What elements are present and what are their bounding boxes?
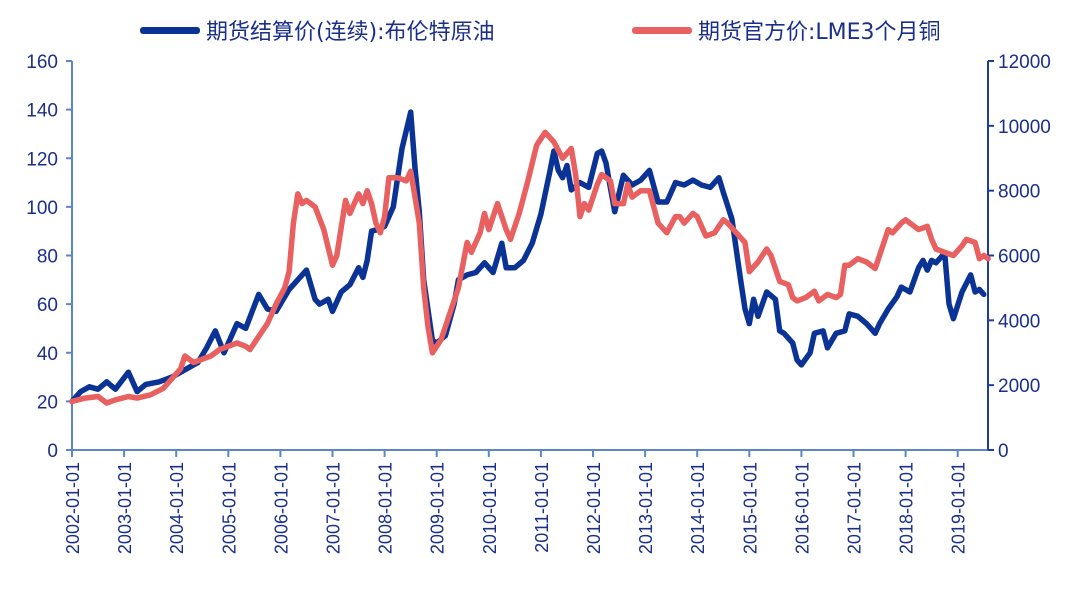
legend-swatch-brent bbox=[140, 26, 200, 34]
left-tick-label: 0 bbox=[47, 441, 58, 462]
x-tick-label: 2013-01-01 bbox=[636, 462, 656, 554]
x-tick-label: 2004-01-01 bbox=[167, 462, 187, 554]
right-tick-label: 10000 bbox=[998, 117, 1051, 138]
axes: 0 20 40 60 80 100 120 140 160 0 2000 4000 6000 8000 10… bbox=[26, 52, 1051, 554]
x-tick-label: 2007-01-01 bbox=[324, 462, 344, 554]
left-tick-label: 160 bbox=[26, 52, 58, 73]
x-tick-label: 2006-01-01 bbox=[271, 462, 291, 554]
right-tick-label: 12000 bbox=[998, 52, 1051, 73]
x-tick-label: 2014-01-01 bbox=[688, 462, 708, 554]
x-tick-label: 2010-01-01 bbox=[480, 462, 500, 554]
legend-label-brent: 期货结算价(连续):布伦特原油 bbox=[206, 20, 495, 45]
x-tick-label: 2015-01-01 bbox=[740, 462, 760, 554]
series-line-brent bbox=[69, 109, 987, 405]
x-tick-label: 2003-01-01 bbox=[115, 462, 135, 554]
right-tick-label: 8000 bbox=[998, 182, 1040, 203]
x-tick-label: 2005-01-01 bbox=[219, 462, 239, 554]
left-tick-label: 60 bbox=[37, 295, 58, 316]
left-tick-label: 120 bbox=[26, 149, 58, 170]
x-tick-label: 2017-01-01 bbox=[845, 462, 865, 554]
left-tick-label: 100 bbox=[26, 198, 58, 219]
legend-label-copper: 期货官方价:LME3个月铜 bbox=[698, 20, 941, 45]
right-tick-label: 2000 bbox=[998, 376, 1040, 397]
left-tick-label: 40 bbox=[37, 344, 58, 365]
x-tick-label: 2002-01-01 bbox=[63, 462, 83, 554]
series-lines bbox=[69, 109, 991, 406]
x-tick-label: 2018-01-01 bbox=[897, 462, 917, 554]
x-tick-label: 2012-01-01 bbox=[584, 462, 604, 554]
legend-swatch-copper bbox=[632, 26, 692, 34]
legend-item-copper: 期货官方价:LME3个月铜 bbox=[632, 14, 941, 46]
left-tick-label: 20 bbox=[37, 392, 58, 413]
legend-item-brent: 期货结算价(连续):布伦特原油 bbox=[140, 14, 495, 46]
right-tick-label: 0 bbox=[998, 441, 1009, 462]
left-tick-label: 80 bbox=[37, 247, 58, 268]
legend: 期货结算价(连续):布伦特原油 期货官方价:LME3个月铜 bbox=[0, 14, 1086, 54]
x-tick-label: 2009-01-01 bbox=[428, 462, 448, 554]
left-tick-label: 140 bbox=[26, 101, 58, 122]
x-tick-label: 2011-01-01 bbox=[532, 462, 552, 553]
x-tick-label: 2016-01-01 bbox=[792, 462, 812, 554]
right-tick-label: 6000 bbox=[998, 247, 1040, 268]
x-tick-label: 2008-01-01 bbox=[376, 462, 396, 554]
x-tick-label: 2019-01-01 bbox=[949, 462, 969, 554]
right-tick-label: 4000 bbox=[998, 311, 1040, 332]
series-line-copper bbox=[69, 129, 991, 406]
